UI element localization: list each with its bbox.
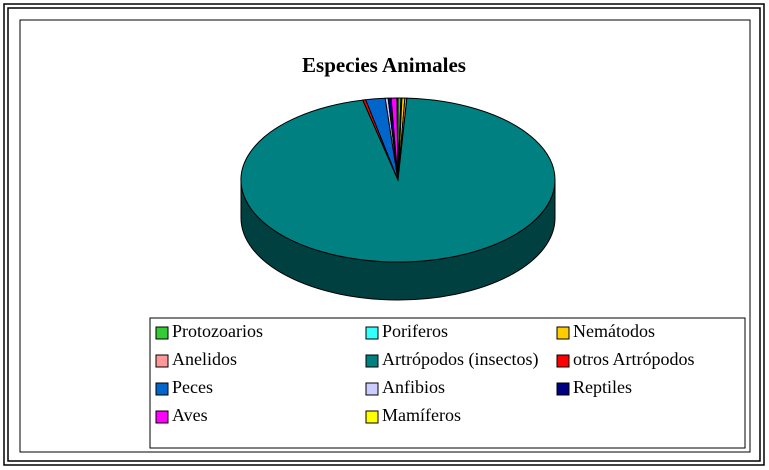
legend-swatch — [365, 410, 379, 424]
legend-swatch — [556, 354, 570, 368]
legend-swatch — [556, 382, 570, 396]
legend-label: Peces — [172, 377, 213, 397]
legend-label: Aves — [172, 405, 208, 425]
legend-swatch — [556, 326, 570, 340]
legend-swatch — [365, 382, 379, 396]
legend-swatch — [155, 382, 169, 396]
legend-label: Reptiles — [573, 377, 632, 397]
pie — [240, 97, 556, 301]
legend-swatch — [155, 354, 169, 368]
legend-label: Mamíferos — [382, 405, 461, 425]
legend-label: Anfibios — [382, 377, 445, 397]
legend-label: Protozoarios — [172, 321, 263, 341]
legend-swatch — [365, 326, 379, 340]
legend: Protozoarios Poriferos Nemátodos Anelidos Ar… — [155, 321, 695, 425]
legend-label: Anelidos — [172, 349, 237, 369]
slice — [240, 97, 556, 263]
chart-title: Especies Animales — [302, 53, 466, 77]
inner-border — [7, 7, 761, 462]
legend-label: Nemátodos — [573, 321, 655, 341]
legend-label: otros Artrópodos — [573, 349, 695, 369]
slice — [396, 97, 399, 181]
legend-swatch — [155, 410, 169, 424]
legend-swatch — [365, 354, 379, 368]
legend-box — [149, 317, 746, 449]
legend-swatch — [155, 326, 169, 340]
legend-label: Artrópodos (insectos) — [382, 349, 538, 370]
legend-label: Poriferos — [382, 321, 448, 341]
